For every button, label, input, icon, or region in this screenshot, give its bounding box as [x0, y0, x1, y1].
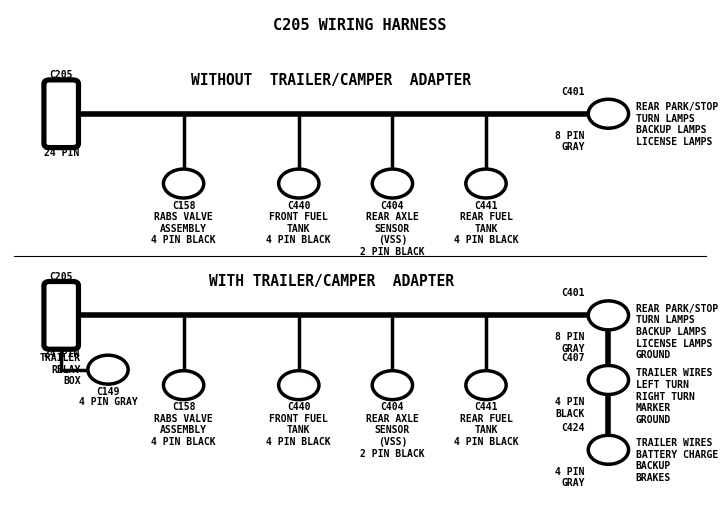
Text: 8 PIN
GRAY: 8 PIN GRAY	[555, 131, 585, 153]
Text: WITHOUT  TRAILER/CAMPER  ADAPTER: WITHOUT TRAILER/CAMPER ADAPTER	[192, 72, 471, 88]
Text: 4 PIN
GRAY: 4 PIN GRAY	[555, 467, 585, 489]
Text: C404
REAR AXLE
SENSOR
(VSS)
2 PIN BLACK: C404 REAR AXLE SENSOR (VSS) 2 PIN BLACK	[360, 201, 425, 257]
Text: C424: C424	[561, 423, 585, 433]
Circle shape	[588, 99, 629, 128]
Circle shape	[588, 301, 629, 330]
Text: C205 WIRING HARNESS: C205 WIRING HARNESS	[274, 18, 446, 33]
Circle shape	[372, 371, 413, 400]
Circle shape	[466, 371, 506, 400]
Text: WITH TRAILER/CAMPER  ADAPTER: WITH TRAILER/CAMPER ADAPTER	[209, 274, 454, 290]
Text: C404
REAR AXLE
SENSOR
(VSS)
2 PIN BLACK: C404 REAR AXLE SENSOR (VSS) 2 PIN BLACK	[360, 402, 425, 459]
Text: TRAILER WIRES
BATTERY CHARGE
BACKUP
BRAKES: TRAILER WIRES BATTERY CHARGE BACKUP BRAK…	[636, 438, 718, 483]
Text: C407: C407	[561, 353, 585, 363]
Text: C205: C205	[50, 70, 73, 80]
Circle shape	[372, 169, 413, 198]
Text: C158
RABS VALVE
ASSEMBLY
4 PIN BLACK: C158 RABS VALVE ASSEMBLY 4 PIN BLACK	[151, 201, 216, 246]
Text: REAR PARK/STOP
TURN LAMPS
BACKUP LAMPS
LICENSE LAMPS
GROUND: REAR PARK/STOP TURN LAMPS BACKUP LAMPS L…	[636, 304, 718, 360]
Text: 4 PIN GRAY: 4 PIN GRAY	[78, 397, 138, 407]
Text: TRAILER
RELAY
BOX: TRAILER RELAY BOX	[40, 353, 81, 386]
Text: TRAILER WIRES
LEFT TURN
RIGHT TURN
MARKER
GROUND: TRAILER WIRES LEFT TURN RIGHT TURN MARKE…	[636, 369, 712, 425]
Text: C401: C401	[561, 87, 585, 97]
Text: C440
FRONT FUEL
TANK
4 PIN BLACK: C440 FRONT FUEL TANK 4 PIN BLACK	[266, 201, 331, 246]
Text: 4 PIN
BLACK: 4 PIN BLACK	[555, 397, 585, 419]
Text: 24 PIN: 24 PIN	[44, 148, 78, 158]
Circle shape	[88, 355, 128, 384]
Circle shape	[279, 169, 319, 198]
FancyBboxPatch shape	[44, 281, 78, 349]
Text: REAR PARK/STOP
TURN LAMPS
BACKUP LAMPS
LICENSE LAMPS: REAR PARK/STOP TURN LAMPS BACKUP LAMPS L…	[636, 102, 718, 147]
Circle shape	[163, 169, 204, 198]
Circle shape	[279, 371, 319, 400]
Text: C401: C401	[561, 288, 585, 298]
Text: 24 PIN: 24 PIN	[44, 349, 78, 359]
Circle shape	[163, 371, 204, 400]
Text: C205: C205	[50, 271, 73, 281]
Text: 8 PIN
GRAY: 8 PIN GRAY	[555, 332, 585, 354]
Circle shape	[466, 169, 506, 198]
Text: C149: C149	[96, 387, 120, 397]
Text: C441
REAR FUEL
TANK
4 PIN BLACK: C441 REAR FUEL TANK 4 PIN BLACK	[454, 201, 518, 246]
Text: C441
REAR FUEL
TANK
4 PIN BLACK: C441 REAR FUEL TANK 4 PIN BLACK	[454, 402, 518, 447]
Text: C440
FRONT FUEL
TANK
4 PIN BLACK: C440 FRONT FUEL TANK 4 PIN BLACK	[266, 402, 331, 447]
FancyBboxPatch shape	[44, 80, 78, 148]
Circle shape	[588, 366, 629, 394]
Circle shape	[588, 435, 629, 464]
Text: C158
RABS VALVE
ASSEMBLY
4 PIN BLACK: C158 RABS VALVE ASSEMBLY 4 PIN BLACK	[151, 402, 216, 447]
